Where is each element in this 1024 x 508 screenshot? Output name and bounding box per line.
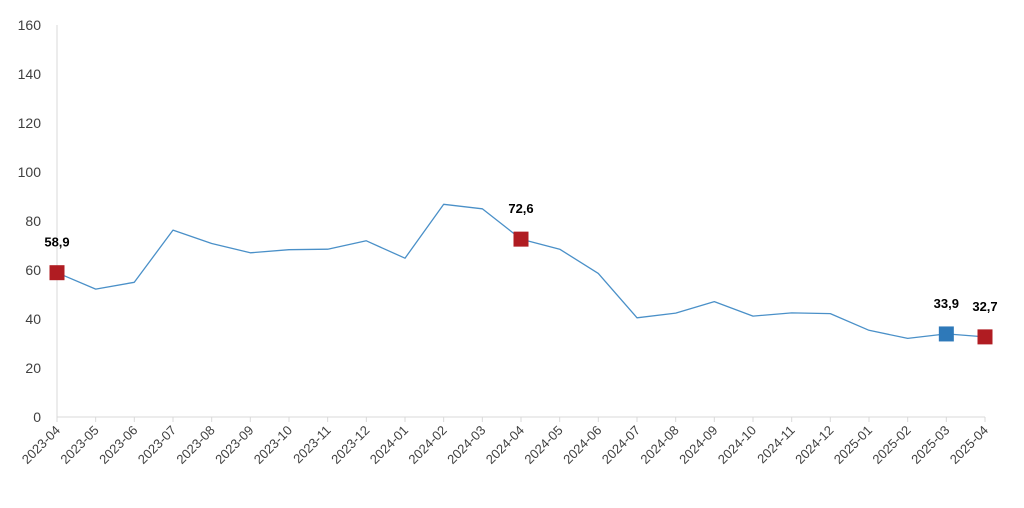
y-tick-label: 100 — [18, 164, 42, 180]
data-label: 33,9 — [934, 296, 959, 311]
y-tick-label: 80 — [25, 213, 41, 229]
x-tick-label: 2024-11 — [754, 423, 798, 467]
x-tick-label: 2023-06 — [96, 423, 140, 467]
y-tick-label: 140 — [18, 66, 42, 82]
x-tick-label: 2025-01 — [831, 423, 875, 467]
highlight-marker — [938, 326, 954, 342]
markers-group — [49, 231, 993, 345]
y-tick-label: 60 — [25, 262, 41, 278]
series-line — [56, 203, 986, 340]
data-label: 72,6 — [508, 201, 533, 216]
highlight-marker — [977, 329, 993, 345]
x-tick-label: 2025-04 — [947, 423, 991, 467]
x-tick-label: 2023-12 — [328, 423, 372, 467]
highlight-marker — [513, 231, 529, 247]
x-tick-label: 2024-09 — [676, 423, 720, 467]
x-tick-label: 2024-01 — [367, 423, 411, 467]
x-axis: 2023-042023-052023-062023-072023-082023-… — [19, 416, 991, 467]
x-tick-label: 2023-11 — [290, 423, 334, 467]
y-tick-label: 20 — [25, 360, 41, 376]
x-tick-label: 2024-07 — [599, 423, 643, 467]
x-tick-label: 2023-04 — [19, 423, 63, 467]
x-tick-label: 2023-07 — [135, 423, 179, 467]
highlight-marker — [49, 265, 65, 281]
data-label: 58,9 — [44, 235, 69, 250]
x-tick-label: 2024-02 — [405, 423, 449, 467]
x-tick-label: 2024-06 — [560, 423, 604, 467]
data-labels-group: 58,9 72,6 33,9 32,7 — [44, 201, 997, 314]
x-tick-label: 2023-08 — [173, 423, 217, 467]
y-tick-label: 0 — [33, 409, 41, 425]
x-tick-label: 2025-03 — [908, 423, 952, 467]
x-tick-label: 2023-09 — [212, 423, 256, 467]
y-axis: 0 20 40 60 80 100 120 140 160 — [18, 17, 58, 425]
data-label: 32,7 — [972, 299, 997, 314]
x-tick-label: 2024-03 — [444, 423, 488, 467]
x-tick-label: 2025-02 — [869, 423, 913, 467]
x-tick-label: 2024-04 — [483, 423, 527, 467]
x-tick-label: 2024-08 — [637, 423, 681, 467]
x-tick-label: 2024-12 — [792, 423, 836, 467]
x-tick-label: 2023-05 — [57, 423, 101, 467]
y-tick-label: 40 — [25, 311, 41, 327]
y-tick-label: 120 — [18, 115, 42, 131]
x-tick-label: 2023-10 — [251, 423, 295, 467]
series-line-group — [56, 203, 986, 340]
x-tick-label: 2024-05 — [521, 423, 565, 467]
x-tick-label: 2024-10 — [715, 423, 759, 467]
y-tick-label: 160 — [18, 17, 42, 33]
